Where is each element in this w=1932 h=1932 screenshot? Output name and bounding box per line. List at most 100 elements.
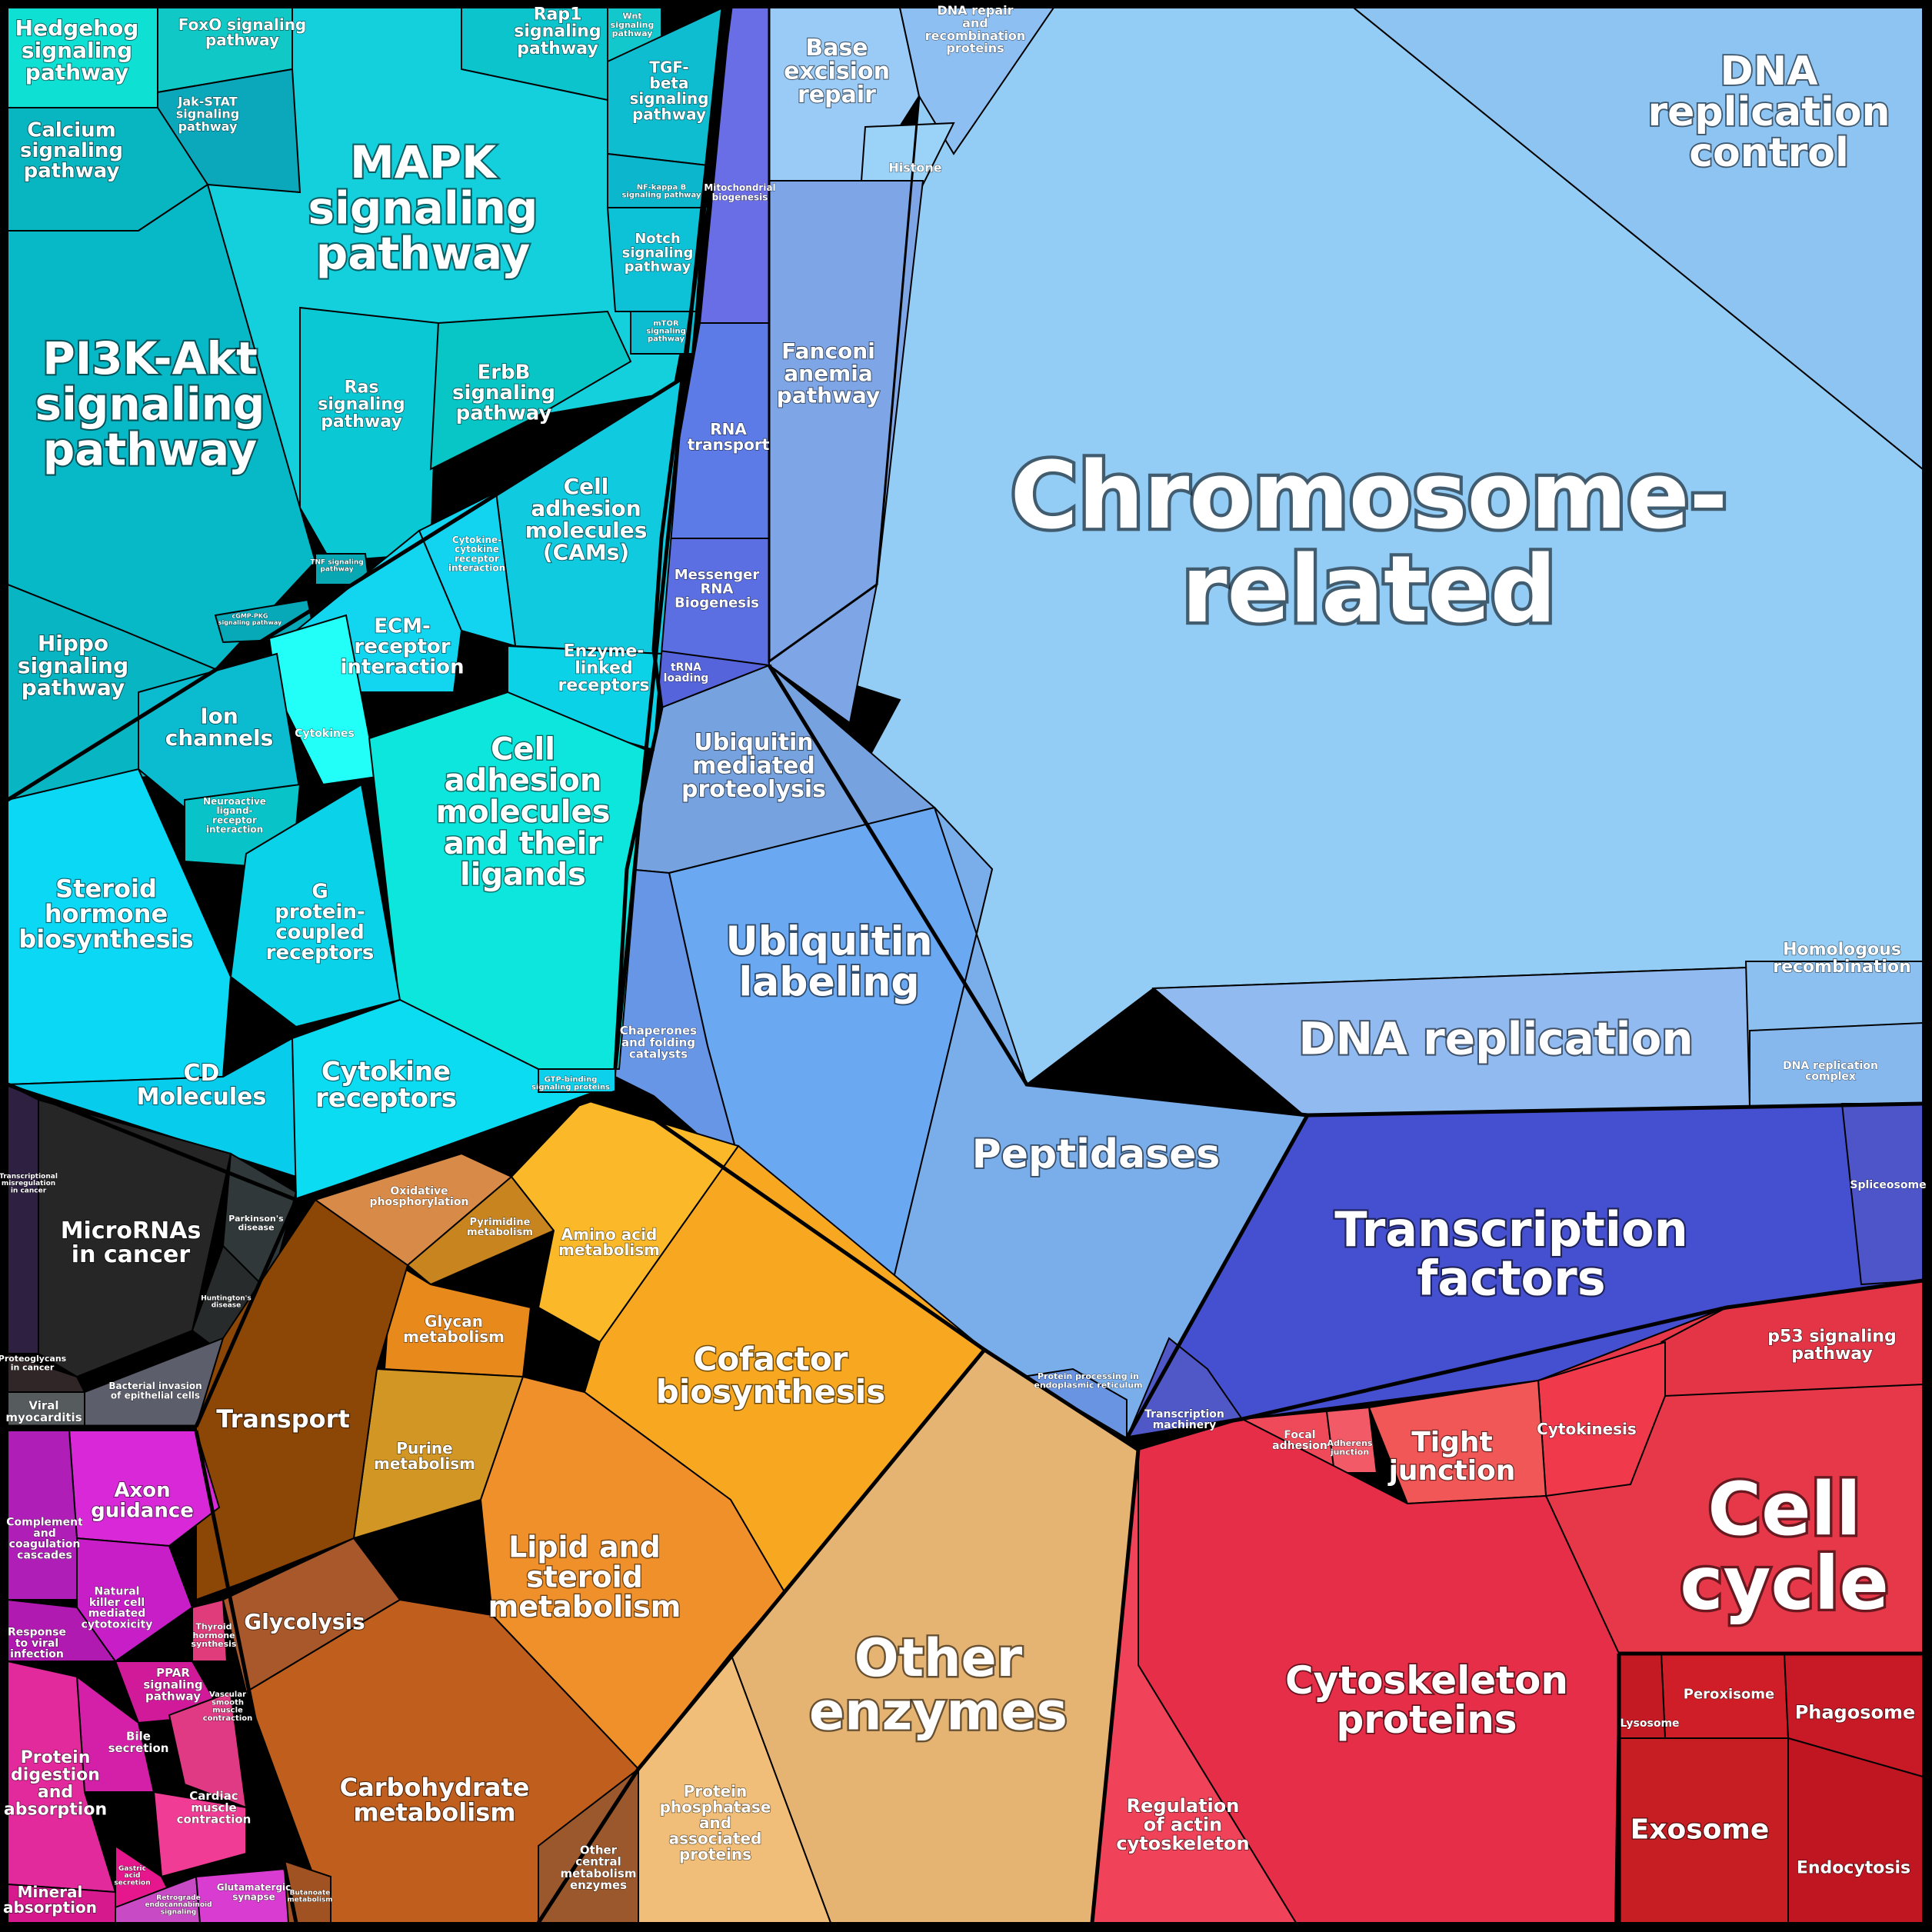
label-cardiac-muscle-contraction: Cardiac muscle contraction <box>177 1789 251 1827</box>
label-line: excision <box>784 58 890 85</box>
label-cofactor-biosynthesis: Cofactor biosynthesis <box>656 1340 885 1411</box>
label-line: steroid <box>526 1560 643 1594</box>
label-line: Peptidases <box>972 1131 1221 1178</box>
label-line: contraction <box>177 1813 251 1827</box>
label-line: Glycolysis <box>244 1609 365 1634</box>
label-line: Messenger <box>675 567 760 583</box>
label-cytoskeleton-proteins: Cytoskeleton proteins <box>1285 1658 1568 1742</box>
label-line: Chaperones <box>620 1024 697 1038</box>
label-line: disease <box>212 1302 242 1310</box>
label-ras-signaling-pathway: Ras signaling pathway <box>318 378 405 431</box>
label-line: myocarditis <box>5 1411 82 1424</box>
label-line: Spliceosome <box>1850 1179 1926 1191</box>
label-line: Ras <box>345 378 379 397</box>
label-other-central-metabolism-enzymes: Other central metabolism enzymes <box>561 1843 637 1892</box>
cell-cardiac-muscle-contraction <box>152 1790 247 1878</box>
label-line: pathway <box>43 423 257 475</box>
label-line: of actin <box>1144 1814 1223 1835</box>
label-line: coagulation <box>9 1538 81 1551</box>
label-dna-repair-and-recombination-proteins: DNA repair and recombination proteins <box>925 3 1026 55</box>
label-line: Cell <box>491 731 555 767</box>
label-ubiquitin-mediated-proteolysis: Ubiquitin mediated proteolysis <box>681 729 826 803</box>
label-line: Mineral <box>18 1883 83 1901</box>
label-line: Hedgehog <box>15 15 139 41</box>
label-dna-replication: DNA replication <box>1298 1012 1693 1064</box>
label-line: TGF- <box>649 58 688 76</box>
label-protein-processing-in-endoplasmic-reticulum: Protein processing in endoplasmic reticul… <box>1034 1371 1142 1390</box>
label-hippo-signaling-pathway: Hippo signaling pathway <box>18 631 128 700</box>
label-line: junction <box>1330 1447 1369 1457</box>
label-line: pathway <box>777 382 880 408</box>
label-line: Hippo <box>38 631 108 656</box>
label-line: Viral <box>28 1399 58 1413</box>
label-chromosome-related: Chromosome-related <box>1011 443 1728 644</box>
label-line: proteins <box>1336 1697 1517 1742</box>
label-line: signaling <box>35 378 265 430</box>
label-line: receptor <box>354 635 450 658</box>
label-line: DNA repair <box>938 3 1014 18</box>
label-pi3k-akt-signaling-pathway: PI3K-Akt signaling pathway <box>35 332 265 475</box>
label-other-enzymes: Other enzymes <box>809 1628 1068 1742</box>
label-mineral-absorption: Mineral absorption <box>3 1883 97 1917</box>
label-line: pathway <box>1791 1344 1873 1364</box>
cell-erbb-signaling-pathway <box>429 310 632 471</box>
label-transcription-machinery: Transcription machinery <box>1144 1408 1224 1431</box>
label-line: metabolism <box>488 1590 681 1624</box>
label-fanconi-anemia-pathway: Fanconi anemia pathway <box>777 338 880 408</box>
label-line: Cell <box>1707 1467 1860 1552</box>
label-butanoate-metabolism: Butanoate metabolism <box>287 1890 332 1904</box>
label-lipid-and-steroid-metabolism: Lipid and steroid metabolism <box>488 1531 681 1624</box>
label-line: ECM- <box>374 615 431 638</box>
label-line: Cofactor <box>694 1340 848 1377</box>
label-vascular-smooth-muscle-contraction: Vascular smooth muscle contraction <box>203 1690 253 1723</box>
label-line: Protein <box>21 1748 91 1767</box>
label-line: associated <box>669 1829 762 1847</box>
label-line: Retrograde <box>156 1894 200 1902</box>
label-line: Neuroactive <box>203 796 266 807</box>
label-carbohydrate-metabolism: Carbohydrate metabolism <box>340 1773 530 1827</box>
label-gastric-acid-secretion: Gastric acid secretion <box>114 1865 150 1887</box>
label-line: linked <box>575 659 632 678</box>
label-line: signaling <box>629 89 708 108</box>
label-dna-replication-complex: DNA replication complex <box>1783 1060 1878 1083</box>
label-line: signaling <box>318 395 405 415</box>
label-line: Jak-STAT <box>177 94 237 108</box>
label-line: signaling <box>18 653 128 678</box>
label-line: cytokine <box>455 544 499 555</box>
cell-glutamatergic-synapse <box>195 1867 290 1924</box>
label-line: signaling <box>308 182 538 234</box>
label-line: metabolism <box>403 1327 505 1346</box>
label-line: signaling <box>143 1677 202 1691</box>
label-line: in cancer <box>11 1362 55 1372</box>
label-line: interaction <box>206 824 263 835</box>
label-line: Cytokine <box>321 1057 451 1088</box>
cell-natural-killer-cell-mediated-cytotoxicity <box>76 1537 194 1663</box>
label-line: ligand- <box>216 805 252 816</box>
label-exosome: Exosome <box>1631 1814 1770 1846</box>
label-line: adhesion <box>1272 1440 1327 1452</box>
label-line: central <box>575 1855 621 1869</box>
label-axon-guidance: Axon guidance <box>91 1479 194 1523</box>
cell-adherens-junction <box>1325 1406 1378 1474</box>
label-line: disease <box>238 1222 274 1232</box>
label-line: DNA replication <box>1298 1012 1693 1064</box>
label-line: Transcription <box>1144 1408 1224 1421</box>
label-ion-channels: Ion channels <box>165 704 274 751</box>
label-line: endoplasmic reticulum <box>1034 1380 1142 1390</box>
label-line: Pyrimidine <box>470 1217 531 1228</box>
label-line: PPAR <box>156 1666 190 1680</box>
label-line: Oxidative <box>390 1185 448 1198</box>
label-line: misregulation <box>2 1180 55 1188</box>
label-gtp-binding-signaling-proteins: GTP-binding signaling proteins <box>531 1075 610 1091</box>
label-line: Adherens <box>1327 1438 1373 1448</box>
label-regulation-of-actin-cytoskeleton: Regulation of actin cytoskeleton <box>1116 1795 1249 1854</box>
label-line: receptor <box>455 553 499 564</box>
label-line: Bacterial invasion <box>108 1381 202 1391</box>
label-line: Cardiac <box>189 1789 238 1803</box>
label-line: Biogenesis <box>675 595 759 611</box>
label-line: endocannabinoid <box>145 1901 212 1909</box>
label-line: pathway <box>612 28 653 38</box>
label-protein-digestion-and-absorption: Protein digestion and absorption <box>4 1748 107 1819</box>
label-line: channels <box>165 725 274 751</box>
label-line: Calcium <box>27 119 115 142</box>
